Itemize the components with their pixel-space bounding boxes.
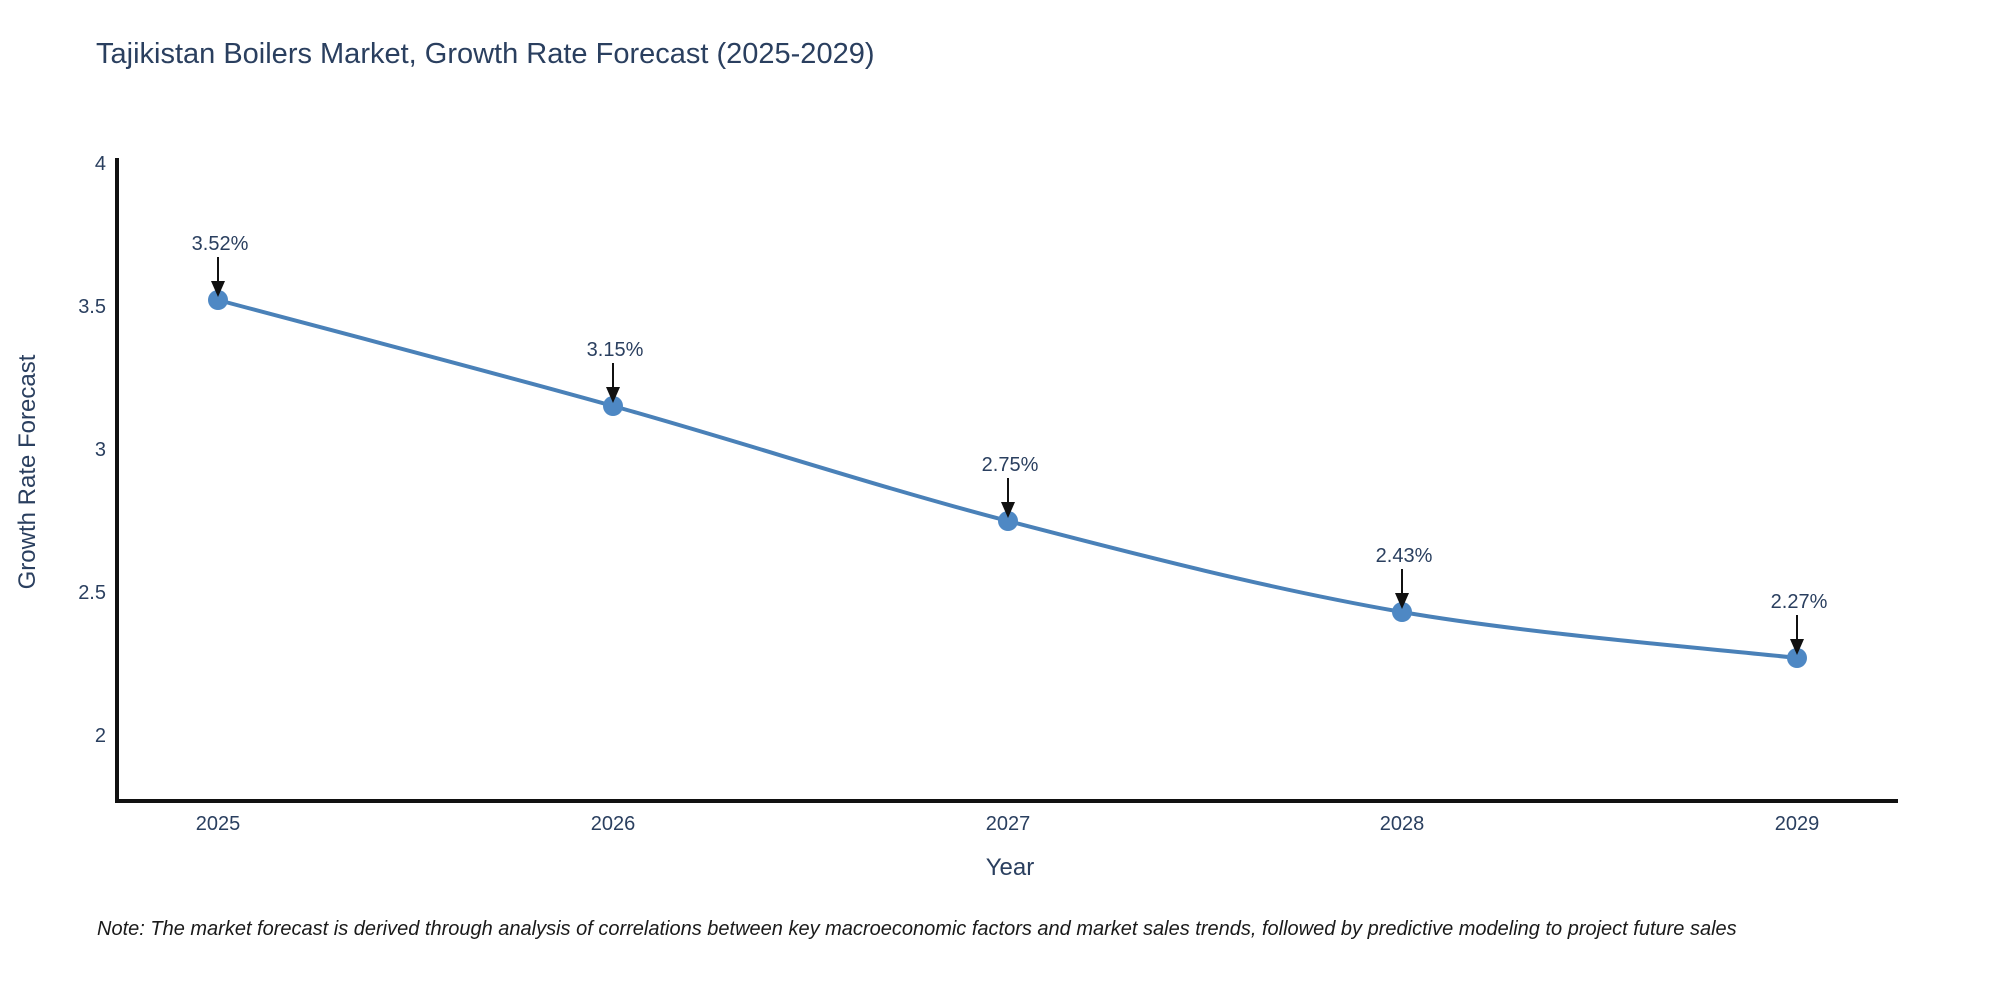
data-point-marker[interactable] (1392, 602, 1412, 622)
x-tick-label: 2029 (1775, 813, 1820, 835)
y-tick-label: 2.5 (78, 582, 106, 604)
y-tick-label: 2 (95, 725, 106, 747)
y-tick-label: 3 (95, 439, 106, 461)
annotation-label: 3.15% (587, 339, 644, 361)
annotation-arrowhead (606, 387, 620, 403)
annotation-label: 2.43% (1376, 545, 1433, 567)
x-tick-label: 2025 (196, 813, 241, 835)
annotation-label: 2.27% (1771, 591, 1828, 613)
x-tick-label: 2026 (591, 813, 636, 835)
data-point-marker[interactable] (998, 511, 1018, 531)
data-point-marker[interactable] (208, 290, 228, 310)
annotation-arrowhead (1790, 639, 1804, 655)
x-axis-title: Year (985, 854, 1035, 881)
data-point-marker[interactable] (1787, 648, 1807, 668)
axis-lines (115, 158, 1898, 803)
annotation-arrowhead (1395, 593, 1409, 609)
y-axis-title: Growth Rate Forecast (14, 354, 41, 590)
x-tick-label: 2027 (986, 813, 1031, 835)
data-point-marker[interactable] (603, 396, 623, 416)
footnote: Note: The market forecast is derived thr… (97, 918, 1737, 940)
annotation-arrowhead (211, 281, 225, 297)
x-tick-label: 2028 (1380, 813, 1425, 835)
annotation-label: 2.75% (982, 454, 1039, 476)
annotation-label: 3.52% (192, 233, 249, 255)
chart-title: Tajikistan Boilers Market, Growth Rate F… (96, 38, 875, 70)
y-tick-label: 3.5 (78, 296, 106, 318)
y-tick-label: 4 (95, 153, 106, 175)
annotation-arrowhead (1001, 502, 1015, 518)
